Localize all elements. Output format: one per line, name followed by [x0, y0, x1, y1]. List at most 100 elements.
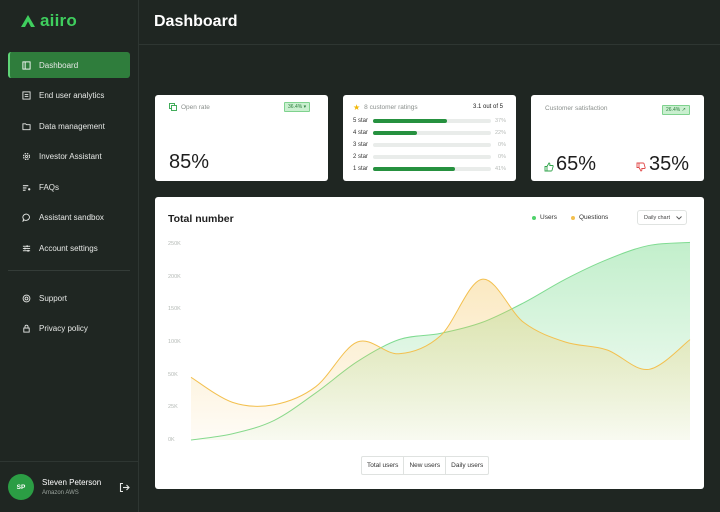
sidebar-item-privacy-policy[interactable]: Privacy policy [8, 316, 130, 342]
rating-bar-fill [373, 131, 418, 135]
y-tick-label: 250K [168, 241, 181, 247]
total-number-chart-card: Total number Users Questions Daily chart… [155, 197, 704, 489]
sidebar-item-label: Assistant sandbox [39, 213, 104, 222]
y-tick-label: 0K [168, 437, 175, 443]
sidebar-divider [8, 270, 130, 271]
rating-bar-fill [373, 119, 448, 123]
chart-tabs: Total users New users Daily users [361, 456, 490, 475]
folder-icon [22, 122, 31, 130]
sidebar: aiiro Dashboard End user analytics Data … [0, 0, 139, 512]
rating-bar [373, 167, 491, 171]
satisfaction-positive: 65% [556, 153, 597, 175]
rating-row: 5 star 37% [353, 117, 506, 125]
tab-daily-users[interactable]: Daily users [451, 462, 484, 469]
open-rate-badge[interactable]: 36.4% ▾ [284, 102, 311, 112]
rating-bar [373, 155, 491, 159]
rating-label: 1 star [353, 166, 369, 172]
avatar: SP [8, 474, 34, 500]
rating-percent: 0% [498, 142, 506, 148]
sidebar-item-label: End user analytics [39, 91, 105, 100]
y-tick-label: 25K [168, 404, 178, 411]
legend-dot-questions [571, 215, 575, 220]
open-rate-value: 85% [169, 151, 210, 173]
chart-range-select-value: Daily chart [644, 214, 670, 221]
sidebar-item-dashboard[interactable]: Dashboard [8, 52, 130, 78]
open-rate-label: Open rate [181, 103, 210, 111]
rating-percent: 41% [494, 166, 506, 172]
area-chart [190, 241, 691, 441]
support-icon [22, 294, 31, 302]
sliders-icon [22, 244, 31, 252]
rating-percent: 37% [494, 118, 506, 124]
y-tick-label: 200K [168, 273, 181, 280]
app-name: aiiro [40, 11, 77, 30]
satisfaction-badge[interactable]: 26.4% ↗ [662, 105, 690, 115]
legend-item-users[interactable]: Users [532, 214, 557, 221]
open-rate-label-row: Open rate [169, 103, 210, 111]
rating-label: 4 star [353, 130, 369, 136]
ratings-label: 8 customer ratings [364, 104, 418, 111]
sidebar-item-label: Dashboard [39, 60, 79, 70]
user-org: Amazon AWS [42, 490, 79, 496]
ratings-label-row: ★ 8 customer ratings [353, 103, 418, 112]
faq-list-icon [22, 184, 31, 191]
chevron-down-icon [676, 215, 682, 220]
rating-row: 4 star 22% [353, 129, 506, 137]
satisfaction-negative: 35% [649, 153, 690, 175]
satisfaction-card: Customer satisfaction 26.4% ↗ 65% 35% [531, 95, 704, 181]
y-tick-label: 50K [168, 371, 178, 378]
sidebar-item-end-user-analytics[interactable]: End user analytics [8, 83, 130, 109]
tab-total-users[interactable]: Total users [362, 457, 405, 474]
sidebar-item-label: Investor Assistant [39, 152, 102, 161]
star-icon: ★ [353, 103, 361, 112]
rating-row: 3 star 0% [353, 141, 506, 149]
legend-dot-users [532, 215, 536, 220]
sidebar-item-label: Data management [39, 121, 105, 131]
rating-label: 5 star [353, 118, 369, 124]
sidebar-nav: Dashboard End user analytics Data manage… [8, 52, 130, 346]
app-logo[interactable]: aiiro [20, 11, 77, 31]
sidebar-item-label: Support [39, 293, 68, 303]
rating-label: 3 star [353, 142, 369, 148]
layout-icon [22, 60, 31, 70]
rating-bar-fill [373, 167, 456, 171]
list-icon [22, 91, 31, 100]
rating-label: 2 star [353, 154, 369, 160]
sidebar-item-label: Account settings [39, 243, 98, 253]
series-area-questions [191, 279, 690, 440]
rating-percent: 0% [498, 154, 506, 160]
rating-bar [373, 119, 491, 123]
y-tick-label: 150K [168, 306, 181, 313]
legend-label-questions: Questions [579, 214, 609, 221]
user-name: Steven Peterson [42, 478, 102, 487]
sidebar-item-support[interactable]: Support [8, 285, 130, 311]
tab-new-users[interactable]: New users [404, 457, 447, 474]
series-line-questions [190, 278, 691, 407]
sidebar-item-assistant-sandbox[interactable]: Assistant sandbox [8, 205, 130, 231]
sidebar-item-faqs[interactable]: FAQs [8, 174, 130, 200]
copy-icon [169, 103, 177, 111]
chart-title: Total number [168, 213, 234, 225]
thumbs-up-icon [544, 162, 554, 172]
rating-percent: 22% [494, 130, 506, 136]
rating-bar [373, 143, 491, 147]
logout-icon[interactable] [119, 482, 130, 493]
sidebar-item-label: FAQs [39, 182, 60, 192]
chat-bubble-icon [22, 213, 30, 222]
sidebar-item-account-settings[interactable]: Account settings [8, 235, 130, 261]
gear-icon [22, 152, 31, 161]
legend-item-questions[interactable]: Questions [571, 214, 608, 221]
page-title: Dashboard [154, 13, 238, 30]
sidebar-item-label: Privacy policy [39, 324, 88, 333]
sidebar-item-investor-assistant[interactable]: Investor Assistant [8, 144, 130, 170]
sidebar-item-data-management[interactable]: Data management [8, 113, 130, 139]
lock-icon [23, 324, 30, 333]
chart-range-select[interactable]: Daily chart [637, 210, 687, 225]
thumbs-down-icon [636, 162, 646, 172]
rating-row: 1 star 41% [353, 165, 506, 173]
rating-row: 2 star 0% [353, 153, 506, 161]
user-info: Steven Peterson Amazon AWS [42, 478, 101, 496]
rating-bar [373, 131, 491, 135]
y-tick-label: 100K [168, 339, 181, 345]
user-profile[interactable]: SP Steven Peterson Amazon AWS [0, 461, 139, 512]
